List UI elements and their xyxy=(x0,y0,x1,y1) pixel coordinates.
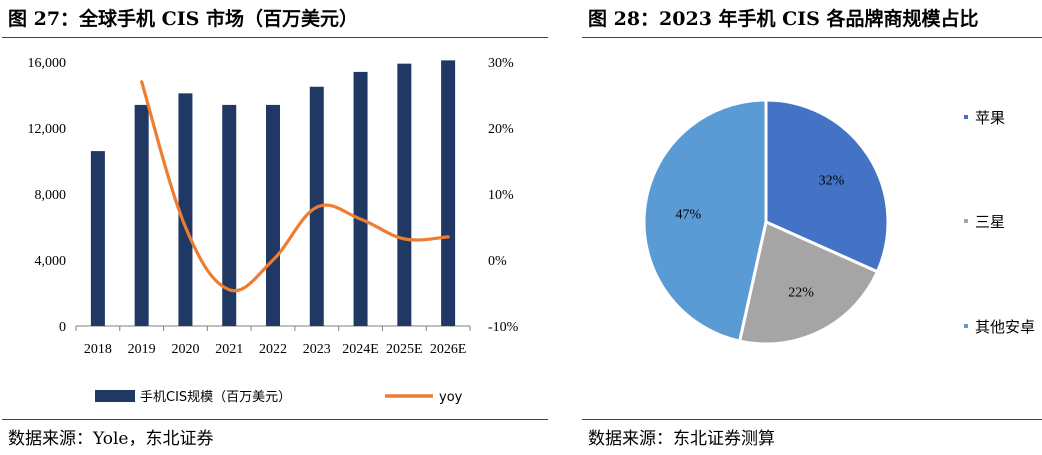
source-divider xyxy=(2,419,548,420)
legend-line-label: yoy xyxy=(439,390,463,405)
market-chart-panel: 图 27：全球手机 CIS 市场（百万美元） 0 4,000 8,000 12,000… xyxy=(2,8,548,449)
bar xyxy=(134,104,149,327)
x-tick-label: 2020 xyxy=(171,342,199,357)
right-y-tick-label: 30% xyxy=(488,56,514,71)
bar xyxy=(178,93,193,326)
legend-bar-label: 手机CIS规模（百万美元） xyxy=(140,390,291,405)
pie-value-label: 22% xyxy=(788,286,814,301)
chart-28-source: 数据来源：东北证券测算 xyxy=(588,429,775,449)
pie-slice xyxy=(764,98,890,274)
pie-value-label: 32% xyxy=(819,174,845,189)
left-y-tick-label: 12,000 xyxy=(28,122,67,137)
pie-slice xyxy=(737,219,880,346)
pie-slice xyxy=(642,98,768,343)
source-divider xyxy=(582,419,1042,420)
chart-27-title: 图 27：全球手机 CIS 市场（百万美元） xyxy=(8,8,359,30)
legend-label: 三星 xyxy=(975,213,1005,231)
bar xyxy=(266,104,280,327)
title-divider xyxy=(582,37,1042,38)
bar xyxy=(222,104,237,327)
title-divider xyxy=(2,37,548,38)
yoy-line xyxy=(140,80,450,293)
x-tick-label: 2024E xyxy=(342,342,379,357)
x-tick-label: 2018 xyxy=(84,342,112,357)
chart-28-title: 图 28：2023 年手机 CIS 各品牌商规模占比 xyxy=(588,8,979,30)
brand-share-panel: 图 28：2023 年手机 CIS 各品牌商规模占比 32% 22% 47% 苹果三星… xyxy=(580,0,1042,455)
x-tick-label: 2026E xyxy=(430,342,467,357)
cis-market-bar-line-chart: 0 4,000 8,000 12,000 16,000 -10% 0% 10% 20% 30% 20… xyxy=(28,56,519,405)
left-y-tick-label: 0 xyxy=(59,320,66,335)
chart-27-source: 数据来源：Yole，东北证券 xyxy=(8,429,214,449)
left-y-tick-label: 16,000 xyxy=(28,56,67,71)
x-tick-label: 2021 xyxy=(215,342,243,357)
bar xyxy=(353,71,368,327)
left-y-tick-label: 8,000 xyxy=(35,188,67,203)
right-y-tick-label: 10% xyxy=(488,188,514,203)
bar xyxy=(90,151,105,326)
x-tick-label: 2022 xyxy=(259,342,287,357)
legend-label: 苹果 xyxy=(975,109,1005,127)
x-tick-label: 2023 xyxy=(303,342,331,357)
x-tick-label: 2019 xyxy=(128,342,156,357)
legend-swatch xyxy=(964,219,968,223)
legend-bar-swatch xyxy=(95,390,135,402)
left-y-tick-label: 4,000 xyxy=(35,254,67,269)
right-y-tick-label: 0% xyxy=(488,254,507,269)
bar xyxy=(397,63,412,327)
legend-swatch xyxy=(964,324,968,328)
legend-label: 其他安卓 xyxy=(975,318,1035,336)
x-tick-label: 2025E xyxy=(386,342,423,357)
bar xyxy=(441,60,456,326)
pie-value-label: 47% xyxy=(676,208,702,223)
right-y-tick-label: 20% xyxy=(488,122,514,137)
legend-swatch xyxy=(964,115,968,119)
right-y-tick-label: -10% xyxy=(488,320,519,335)
